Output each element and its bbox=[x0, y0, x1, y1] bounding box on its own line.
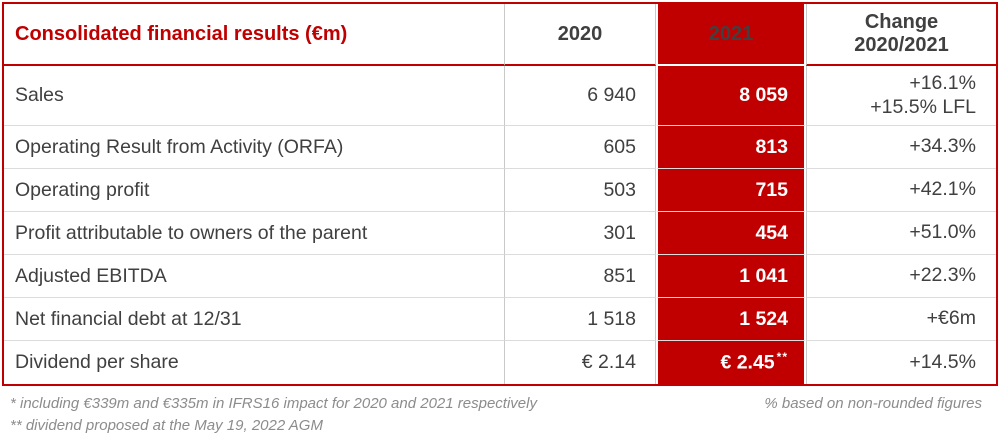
value-2021: 8 059 bbox=[656, 66, 806, 126]
table-title: Consolidated financial results (€m) bbox=[4, 4, 504, 66]
value-change: +42.1% bbox=[806, 169, 996, 212]
footnote-rounding: % based on non-rounded figures bbox=[764, 395, 982, 412]
value-2021: 454 bbox=[656, 212, 806, 255]
dividend-footnote-marker: ** bbox=[776, 350, 788, 365]
table-header: Consolidated financial results (€m) 2020… bbox=[4, 4, 996, 66]
table-row-operating-profit: Operating profit 503 715 +42.1% bbox=[4, 169, 996, 212]
value-2021: 1 524 bbox=[656, 298, 806, 341]
value-change: +€6m bbox=[806, 298, 996, 341]
value-2020: 851 bbox=[504, 255, 656, 298]
row-label: Net financial debt at 12/31 bbox=[4, 298, 504, 341]
header-row: Consolidated financial results (€m) 2020… bbox=[4, 4, 996, 66]
row-label: Operating profit bbox=[4, 169, 504, 212]
value-2021: 1 041 bbox=[656, 255, 806, 298]
footnotes: * including €339m and €335m in IFRS16 im… bbox=[10, 393, 986, 437]
table-body: Sales 6 940 8 059 +16.1% +15.5% LFL Oper… bbox=[4, 66, 996, 384]
value-2020: 6 940 bbox=[504, 66, 656, 126]
value-2020: 605 bbox=[504, 126, 656, 169]
row-label: Profit attributable to owners of the par… bbox=[4, 212, 504, 255]
value-change: +51.0% bbox=[806, 212, 996, 255]
value-2021: 813 bbox=[656, 126, 806, 169]
row-label: Dividend per share bbox=[15, 351, 179, 373]
column-header-2021: 2021 bbox=[656, 4, 806, 66]
table-row-adjusted-ebitda: Adjusted EBITDA 851 1 041 +22.3% bbox=[4, 255, 996, 298]
row-label: Operating Result from Activity (ORFA) bbox=[4, 126, 504, 169]
value-2020: 301 bbox=[504, 212, 656, 255]
change-header-line1: Change bbox=[864, 11, 939, 33]
column-header-change: Change 2020/2021 bbox=[806, 4, 996, 66]
value-2020: 503 bbox=[504, 169, 656, 212]
column-header-2020: 2020 bbox=[504, 4, 656, 66]
table-row-profit-attributable: Profit attributable to owners of the par… bbox=[4, 212, 996, 255]
value-change: +14.5% bbox=[806, 341, 996, 384]
footnote-ifrs16: * including €339m and €335m in IFRS16 im… bbox=[10, 395, 537, 412]
table-row-orfa: Operating Result from Activity (ORFA) 60… bbox=[4, 126, 996, 169]
row-label: Adjusted EBITDA bbox=[4, 255, 504, 298]
footnotes-left: * including €339m and €335m in IFRS16 im… bbox=[10, 393, 537, 437]
value-change: +22.3% bbox=[806, 255, 996, 298]
change-line2: +15.5% LFL bbox=[870, 95, 976, 118]
value-2020: € 2.14 bbox=[504, 341, 656, 384]
consolidated-results-table: Consolidated financial results (€m) 2020… bbox=[2, 2, 998, 386]
value-2021: 715 bbox=[656, 169, 806, 212]
value-2021: € 2.45 ** bbox=[656, 341, 806, 384]
change-header-line2: 2020/2021 bbox=[854, 34, 949, 56]
change-line1: +16.1% bbox=[909, 71, 976, 94]
table-row-net-financial-debt: Net financial debt at 12/31 1 518 1 524 … bbox=[4, 298, 996, 341]
table-row-sales: Sales 6 940 8 059 +16.1% +15.5% LFL bbox=[4, 66, 996, 126]
value-2020: 1 518 bbox=[504, 298, 656, 341]
footnote-dividend: ** dividend proposed at the May 19, 2022… bbox=[10, 416, 323, 434]
dividend-2021-value: € 2.45 bbox=[720, 351, 775, 374]
row-label: Sales bbox=[4, 66, 504, 126]
table-row-dividend-per-share: Dividend per share € 2.14 € 2.45 ** +14.5… bbox=[4, 341, 996, 384]
value-change: +34.3% bbox=[806, 126, 996, 169]
value-change: +16.1% +15.5% LFL bbox=[806, 66, 996, 126]
